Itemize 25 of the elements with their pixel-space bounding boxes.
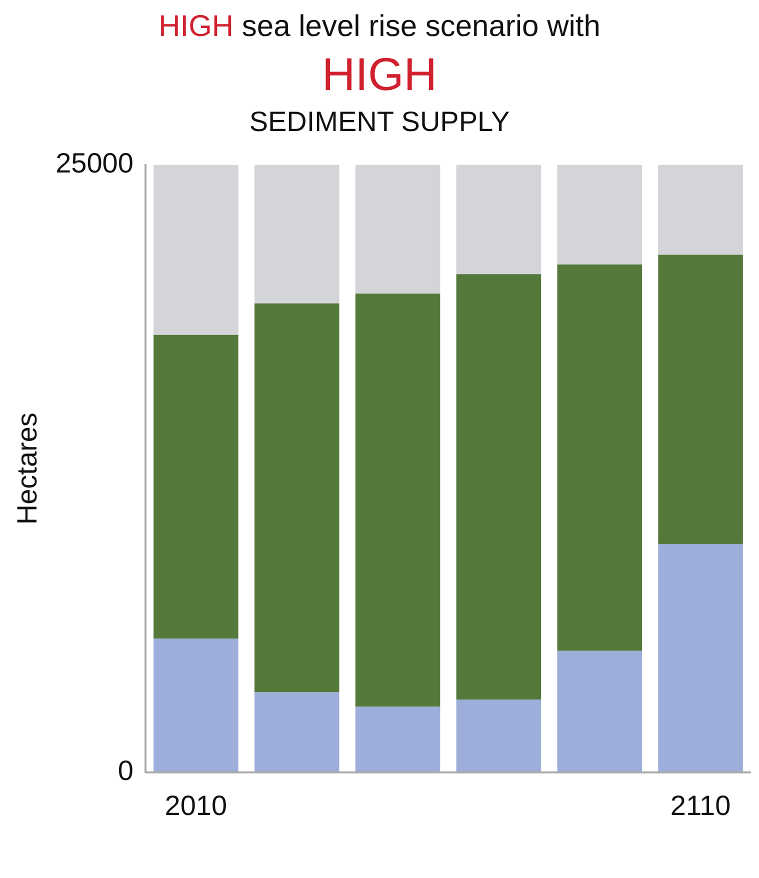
bar <box>355 294 440 707</box>
bar <box>254 303 340 692</box>
bar <box>557 650 642 772</box>
bar <box>456 274 542 700</box>
bar <box>254 164 340 304</box>
bar <box>658 164 743 255</box>
bar <box>154 638 238 772</box>
bar <box>557 264 642 651</box>
y-tick-label: 0 <box>118 755 134 786</box>
bar <box>355 706 440 772</box>
bar <box>557 164 642 264</box>
bar <box>658 254 743 544</box>
bar <box>456 164 542 274</box>
bar <box>355 164 440 294</box>
x-tick-label: 2110 <box>670 790 731 821</box>
bar <box>658 544 743 772</box>
bar <box>456 699 542 772</box>
bar <box>154 164 238 335</box>
chart-title: HIGH sea level rise scenario with HIGH <box>158 10 602 102</box>
chart-subtitle: SEDIMENT SUPPLY <box>248 105 511 139</box>
y-tick-label: 25000 <box>56 148 134 179</box>
x-tick-label: 2010 <box>164 790 228 821</box>
y-axis-title: Hectares <box>12 412 43 525</box>
bar <box>254 692 340 772</box>
bar <box>154 334 238 639</box>
